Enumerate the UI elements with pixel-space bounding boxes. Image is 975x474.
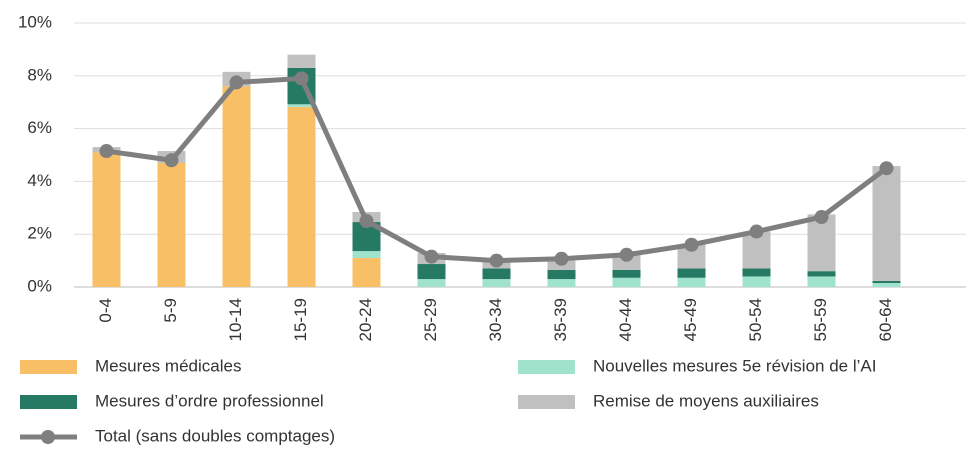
bar-segment [417, 264, 446, 280]
total-marker [229, 75, 244, 90]
bar-segment [677, 244, 706, 269]
total-marker [294, 71, 309, 86]
bar-segment [287, 54, 316, 68]
bar-segment [872, 166, 901, 281]
bar-segment [222, 86, 251, 287]
x-tick-label: 30-34 [486, 298, 505, 341]
x-tick-label: 35-39 [551, 298, 570, 341]
bar-segment [352, 257, 381, 287]
bar-segment [612, 277, 641, 287]
x-tick-label: 55-59 [811, 298, 830, 341]
total-marker [554, 251, 569, 266]
bar-segment [677, 268, 706, 278]
legend-marker [41, 430, 55, 444]
total-marker [164, 153, 179, 168]
legend-label: Remise de moyens auxiliaires [593, 391, 819, 410]
x-tick-label: 60-64 [876, 298, 895, 341]
legend-label: Mesures d’ordre professionnel [95, 391, 324, 410]
legend-label: Total (sans doubles comptages) [95, 426, 335, 445]
x-tick-label: 40-44 [616, 298, 635, 341]
bar-segment [287, 104, 316, 107]
bar-segment [92, 152, 121, 287]
bar-segment [547, 279, 576, 287]
bar-segment [872, 280, 901, 284]
x-tick-label: 25-29 [421, 298, 440, 341]
bar-segment [807, 276, 836, 287]
bar-segment [612, 269, 641, 278]
legend-swatch [20, 360, 77, 374]
total-marker [749, 224, 764, 239]
total-marker [489, 253, 504, 268]
x-tick-label: 45-49 [681, 298, 700, 341]
y-tick-label: 4% [27, 171, 52, 190]
y-tick-label: 10% [18, 12, 52, 31]
x-tick-label: 0-4 [96, 298, 115, 323]
legend-swatch [518, 395, 575, 409]
bar-segment [352, 251, 381, 258]
y-tick-label: 8% [27, 65, 52, 84]
y-tick-label: 2% [27, 224, 52, 243]
legend-label: Nouvelles mesures 5e révision de l’AI [593, 356, 876, 375]
bar-segment [612, 254, 641, 270]
legend-swatch [20, 395, 77, 409]
x-tick-label: 5-9 [161, 298, 180, 323]
total-marker [359, 214, 374, 228]
total-marker [424, 249, 439, 264]
bar-segment [287, 106, 316, 288]
total-marker [619, 247, 634, 262]
total-marker [814, 210, 829, 225]
bar-segment [157, 162, 186, 287]
bar-segment [742, 268, 771, 277]
y-tick-label: 6% [27, 118, 52, 137]
y-tick-label: 0% [27, 276, 52, 295]
total-marker [684, 237, 699, 252]
bar-segment [677, 277, 706, 287]
x-tick-label: 10-14 [226, 298, 245, 341]
bar-segment [417, 279, 446, 287]
bar-segment [482, 279, 511, 287]
legend-label: Mesures médicales [95, 356, 241, 375]
bar-segment [872, 283, 901, 287]
bar-segment [547, 269, 576, 280]
legend-swatch [518, 360, 575, 374]
total-marker [879, 161, 894, 176]
bar-segment [807, 271, 836, 277]
x-tick-label: 20-24 [356, 298, 375, 341]
total-marker [99, 144, 114, 159]
x-tick-label: 50-54 [746, 298, 765, 341]
bar-segment [482, 268, 511, 280]
bar-segment [742, 276, 771, 287]
x-tick-label: 15-19 [291, 298, 310, 341]
